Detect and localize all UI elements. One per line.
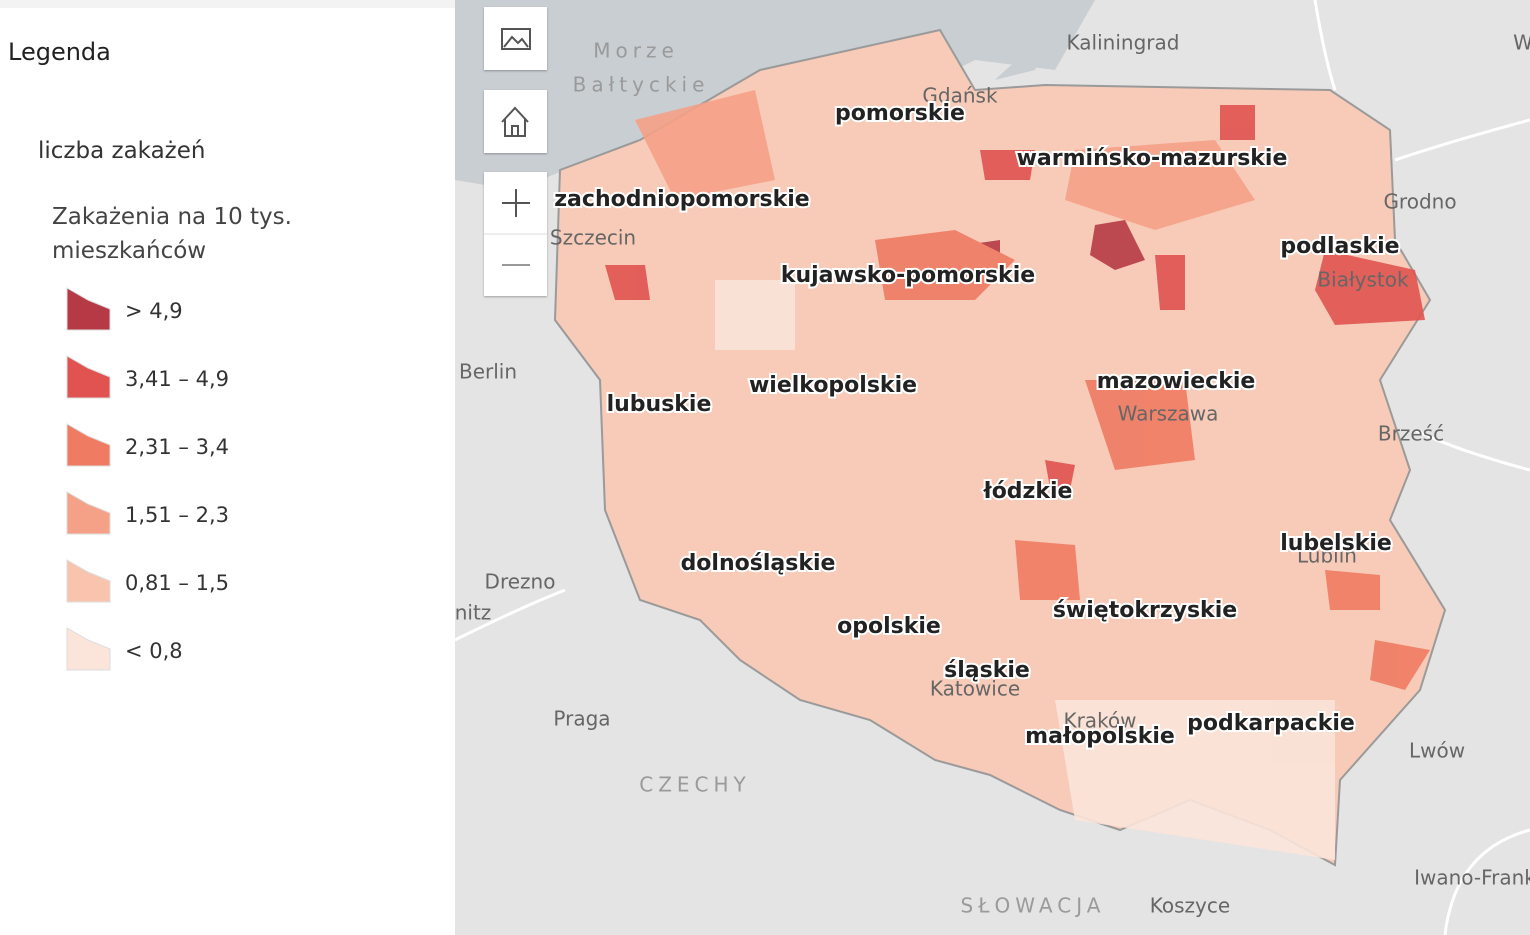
area [1325,570,1380,610]
area [635,90,775,200]
hotspot [1220,105,1255,140]
zoom-icons [484,189,547,266]
region-label: mazowieckie [1097,369,1256,394]
hotspot [980,150,1035,180]
legend-swatch [66,423,111,467]
field-label: Zakażenia na 10 tys. mieszkańców [52,204,292,264]
swatch-shape [66,287,111,331]
hotspot [1155,255,1185,310]
legend-swatch [66,627,111,671]
area [1055,700,1335,860]
place-label: Gdańsk [922,84,998,108]
place-label: Iwano-Frank [1414,866,1530,890]
region-label: lubuskie [607,392,712,417]
place-label: Grodno [1383,190,1456,214]
legend-label: 2,31 – 3,4 [125,435,230,459]
swatch-shape [66,355,111,399]
legend-class: 1,51 – 2,3 [66,489,366,535]
area [875,230,1015,300]
borders [455,0,1530,935]
region-label: łódzkie [983,479,1073,504]
place-label: Brześć [1378,422,1444,446]
region-label: warmińsko-mazurskie [1017,146,1288,171]
place-label: Warszawa [1118,402,1219,426]
region-label: pomorskie [835,101,965,126]
place-label: Drezno [485,570,556,594]
legend-title: Legenda [8,38,111,66]
hotspot [1315,250,1425,325]
region-label: zachodniopomorskie [554,187,809,212]
swatch-shape [66,559,111,603]
region-label: śląskie [944,658,1030,683]
home-button[interactable] [484,90,547,153]
top-bar [0,0,455,8]
region-label: opolskie [837,614,941,639]
region-label: świętokrzyskie [1053,598,1237,623]
lagoon [995,40,1045,80]
legend-panel: Legenda liczba zakażeń Zakażenia na 10 t… [0,0,455,935]
legend-class: 2,31 – 3,4 [66,421,366,467]
legend-class: < 0,8 [66,625,366,671]
place-label: Szczecin [550,226,636,250]
legend-class: 3,41 – 4,9 [66,353,366,399]
region-label: wielkopolskie [749,373,917,398]
basemap-icon [501,28,531,50]
area [1015,540,1080,600]
legend-label: 0,81 – 1,5 [125,571,230,595]
legend-swatch [66,559,111,603]
area [1085,380,1195,470]
region-label: małopolskie [1025,724,1175,749]
swatch-shape [66,491,111,535]
region-label: lubelskie [1280,531,1392,556]
place-label: Praga [553,707,610,731]
hotspot [1045,460,1075,490]
place-label: Katowice [930,677,1020,701]
swatch-shape [66,627,111,671]
place-label: W [1513,31,1530,55]
layer-title: liczba zakażeń [38,138,206,164]
swatch-shape [66,423,111,467]
place-label: SŁOWACJA [961,894,1106,918]
hotspot [1090,220,1145,270]
place-label: Lwów [1409,739,1465,763]
area [1370,640,1430,690]
zoom-controls [484,172,547,296]
legend-swatch [66,287,111,331]
poland [553,28,1447,867]
legend-swatch [66,491,111,535]
legend-label: > 4,9 [125,299,183,323]
area [1065,140,1255,230]
home-icon [501,106,529,137]
place-label: Morze [593,39,679,63]
hotspots [605,90,1430,860]
basemap-button[interactable] [484,7,547,70]
area [715,280,795,350]
region-label: dolnośląskie [681,551,836,576]
region-label: kujawsko-pomorskie [781,263,1035,288]
legend-label: 3,41 – 4,9 [125,367,230,391]
place-label: Kraków [1063,709,1136,733]
legend-label: 1,51 – 2,3 [125,503,230,527]
place-label: Berlin [459,360,517,384]
place-label: Bałtyckie [573,73,710,97]
place-label: Koszyce [1150,894,1230,918]
legend-swatch [66,355,111,399]
place-label: Kaliningrad [1067,31,1180,55]
map: Morze Bałtyckie Kaliningrad Grodno Szczecin B… [455,0,1530,935]
legend-class: > 4,9 [66,285,366,331]
region-label: podlaskie [1280,234,1399,259]
region-label: podkarpackie [1187,711,1355,736]
legend-label: < 0,8 [125,639,183,663]
place-label: Białystok [1317,268,1409,292]
place-label: Lublin [1297,544,1357,568]
hotspot [605,265,650,300]
legend-class: 0,81 – 1,5 [66,557,366,603]
labels: Morze Bałtyckie Kaliningrad Grodno Szczecin B… [455,31,1530,918]
place-label: nitz [455,601,491,625]
place-label: CZECHY [639,773,751,797]
